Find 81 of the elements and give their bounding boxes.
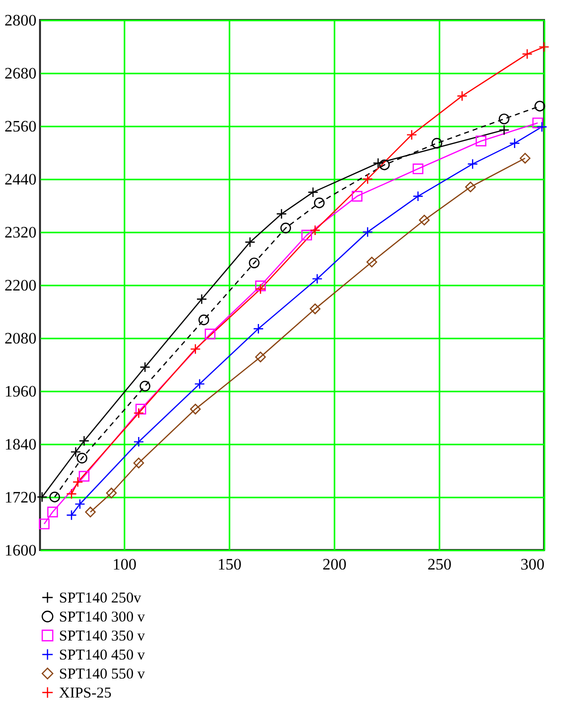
point xyxy=(432,138,442,149)
point xyxy=(140,362,150,372)
point xyxy=(255,284,266,294)
point xyxy=(467,158,478,170)
point xyxy=(140,380,150,392)
point xyxy=(362,174,373,184)
point xyxy=(412,190,424,202)
y-tick-label: 2320 xyxy=(4,224,36,242)
point xyxy=(74,498,86,510)
point xyxy=(248,258,260,268)
point xyxy=(310,304,320,314)
point xyxy=(244,236,256,248)
legend-label: SPT140 550 v xyxy=(59,666,146,682)
point xyxy=(47,506,58,518)
point xyxy=(352,190,362,202)
y-tick-label: 2560 xyxy=(4,118,36,136)
point xyxy=(520,152,530,164)
point xyxy=(498,114,510,124)
point xyxy=(78,470,90,482)
point xyxy=(38,518,50,530)
point xyxy=(522,48,533,60)
y-tick-label: 2440 xyxy=(4,172,36,188)
point xyxy=(465,182,476,192)
point xyxy=(534,100,546,112)
point xyxy=(133,458,144,468)
legend-label: SPT140 250v xyxy=(59,590,142,606)
point xyxy=(456,90,468,102)
point xyxy=(314,198,325,208)
point xyxy=(498,124,510,136)
point xyxy=(190,344,201,354)
y-tick-label: 1720 xyxy=(4,490,36,506)
point xyxy=(133,436,144,448)
point xyxy=(66,510,77,520)
point xyxy=(312,273,323,284)
legend-label: SPT140 350 v xyxy=(59,628,146,644)
point xyxy=(204,328,216,340)
point xyxy=(255,280,266,292)
point xyxy=(406,129,418,140)
point xyxy=(538,42,550,52)
point xyxy=(72,476,84,488)
point xyxy=(532,118,544,128)
point xyxy=(85,506,96,518)
point xyxy=(366,256,378,268)
point xyxy=(412,164,424,174)
point xyxy=(135,404,146,414)
x-tick-label: 200 xyxy=(322,556,346,574)
x-tick-label: 100 xyxy=(112,556,136,574)
y-tick-label: 2200 xyxy=(4,278,36,294)
point xyxy=(301,230,312,240)
point xyxy=(198,314,210,326)
point xyxy=(66,488,77,500)
point xyxy=(418,214,430,226)
point xyxy=(276,208,287,220)
y-tick-label: 2680 xyxy=(4,66,36,82)
legend-label: SPT140 450 v xyxy=(59,648,146,664)
point xyxy=(190,404,201,414)
point xyxy=(310,224,320,236)
point xyxy=(36,492,48,502)
y-tick-label: 1600 xyxy=(4,542,36,560)
x-tick-label: 300 xyxy=(520,556,544,574)
point xyxy=(76,452,88,464)
legend-label: XIPS-25 xyxy=(59,686,112,702)
point xyxy=(133,408,144,418)
point xyxy=(280,222,292,234)
point xyxy=(379,160,390,170)
point xyxy=(106,488,117,498)
x-tick-label: 250 xyxy=(428,556,452,574)
y-tick-label: 2800 xyxy=(4,12,36,30)
point xyxy=(509,138,520,149)
point xyxy=(536,122,548,132)
point xyxy=(49,492,60,502)
point xyxy=(476,136,486,146)
y-tick-label: 1840 xyxy=(4,436,36,454)
point xyxy=(194,378,205,390)
point xyxy=(255,352,266,362)
y-tick-label: 2080 xyxy=(4,330,36,348)
point xyxy=(253,323,264,334)
legend-label: SPT140 300 v xyxy=(59,610,146,626)
point xyxy=(362,226,373,238)
y-tick-label: 1960 xyxy=(4,384,36,400)
x-tick-label: 150 xyxy=(218,556,242,574)
